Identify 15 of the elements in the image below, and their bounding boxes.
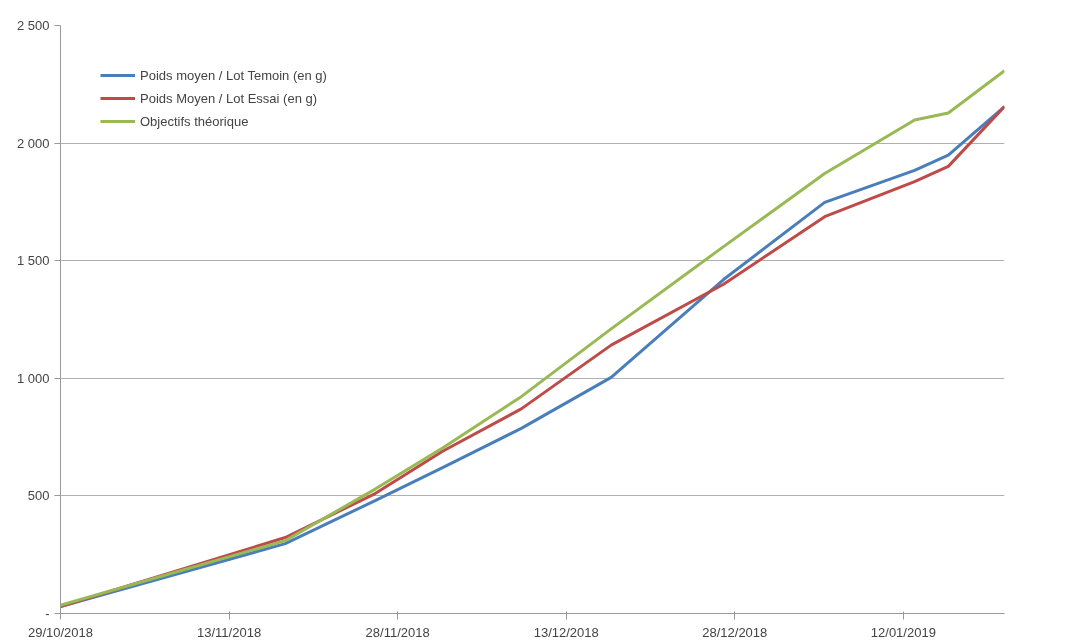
y-tick-label: 2 000 — [16, 135, 50, 151]
x-tick-label: 13/12/2018 — [533, 624, 599, 640]
x-tick-label: 28/12/2018 — [702, 624, 768, 640]
y-tick-label: 1 500 — [16, 253, 50, 269]
x-tick-label: 12/01/2019 — [870, 624, 936, 640]
x-tick-label: 13/11/2018 — [197, 624, 262, 640]
legend-label: Poids Moyen / Lot Essai (en g) — [140, 90, 318, 106]
y-tick-label: 2 500 — [16, 18, 50, 33]
y-tick-label: 1 000 — [16, 370, 50, 386]
y-tick-label: 500 — [27, 488, 50, 504]
legend-label: Poids moyen / Lot Temoin (en g) — [140, 67, 327, 83]
x-tick-label: 29/10/2018 — [27, 624, 94, 640]
y-tick-label: - — [45, 606, 50, 621]
legend-label: Objectifs théorique — [140, 113, 249, 129]
x-tick-label: 28/11/2018 — [365, 624, 430, 640]
